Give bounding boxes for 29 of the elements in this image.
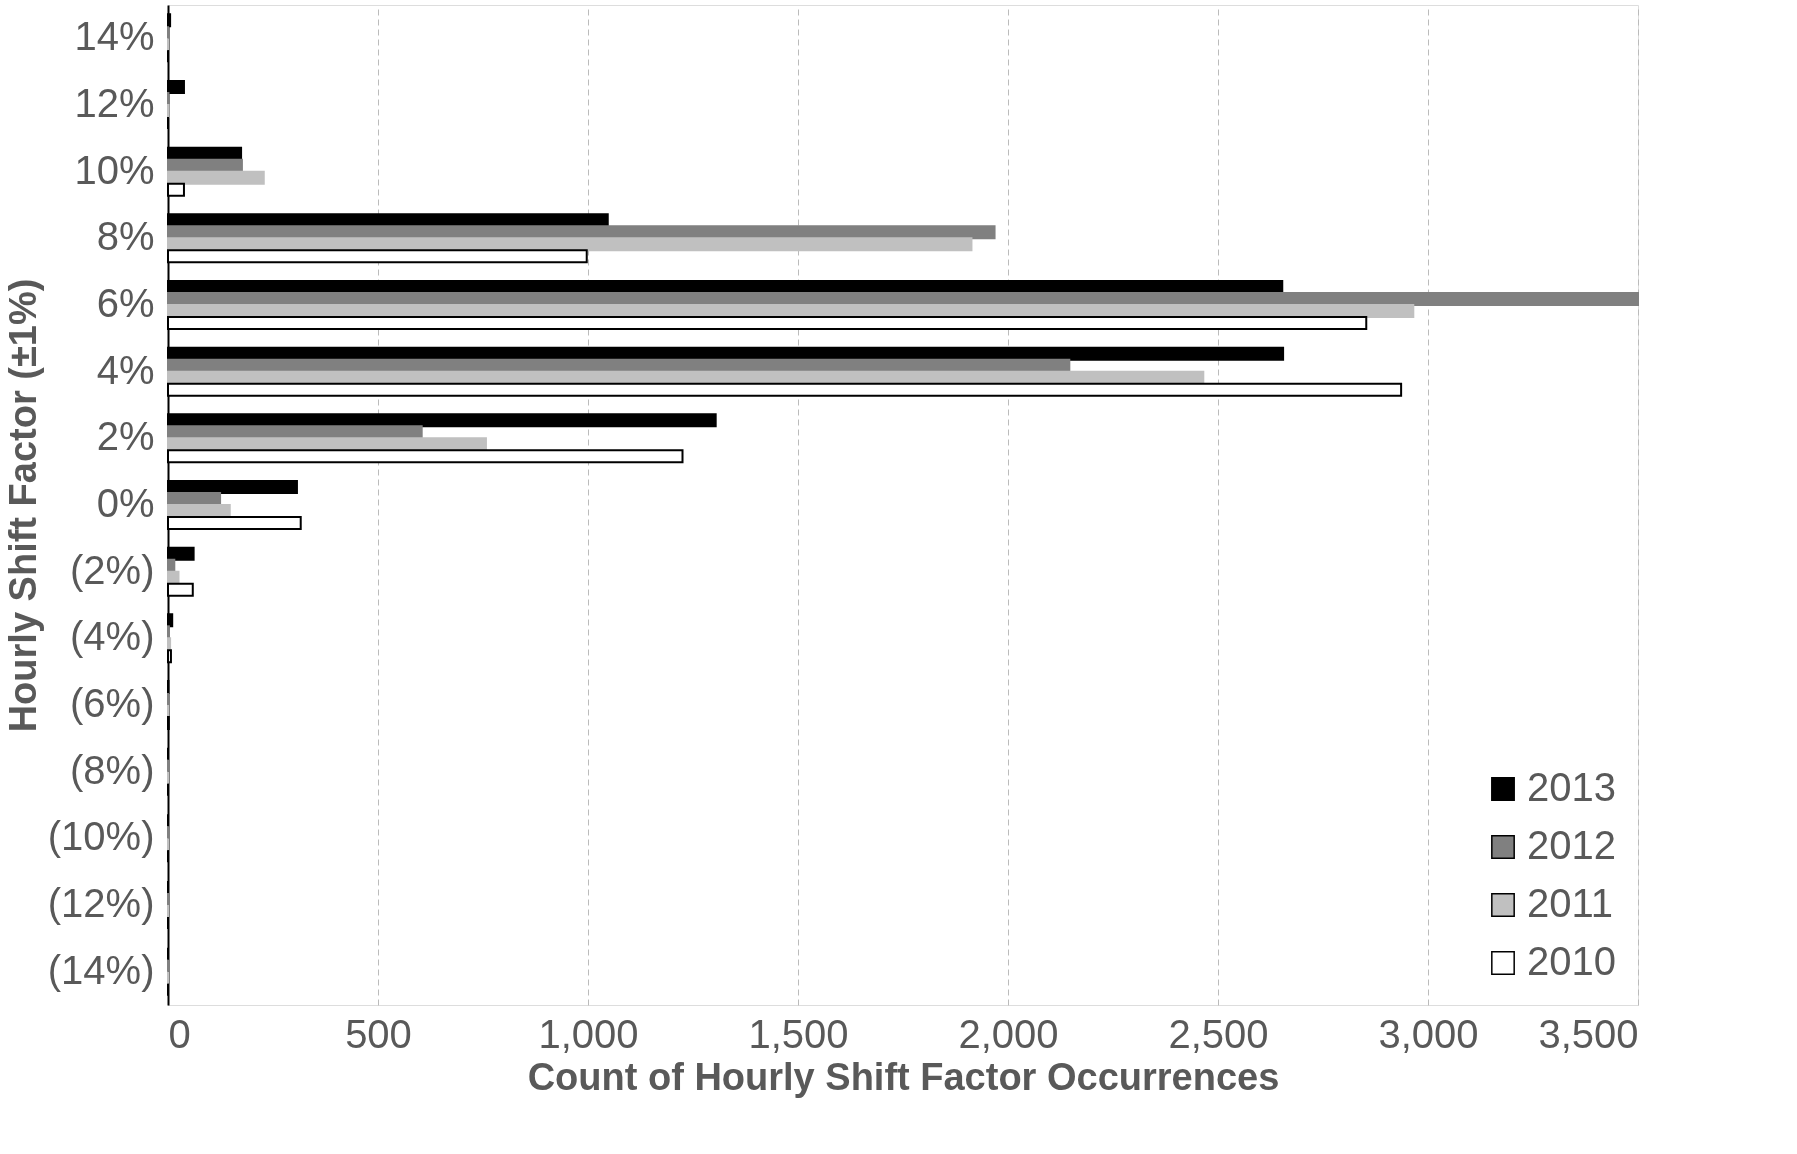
x-tick-label: 3,000: [1378, 1011, 1479, 1056]
y-tick-label: (8%): [70, 747, 155, 792]
x-tick-label: 1,500: [748, 1011, 849, 1056]
y-tick-label: 4%: [96, 347, 155, 392]
y-tick-label: 8%: [96, 214, 155, 259]
y-tick-label: (4%): [70, 614, 155, 659]
y-tick-label: (12%): [47, 881, 155, 925]
y-tick-label: 12%: [74, 81, 155, 125]
y-tick-label: 10%: [74, 147, 155, 192]
y-tick-label: (14%): [47, 947, 155, 992]
x-tick-label: 0: [168, 1011, 191, 1056]
x-tick-label: 2,500: [1168, 1011, 1269, 1056]
y-tick-label: (6%): [70, 681, 155, 725]
y-tick-label: (10%): [47, 814, 155, 859]
x-tick-label: 500: [345, 1011, 412, 1056]
y-tick-label: 14%: [74, 14, 155, 59]
x-axis-title: Count of Hourly Shift Factor Occurrences: [527, 1055, 1280, 1098]
y-axis-title: Hourly Shift Factor (±1%): [1, 278, 44, 733]
y-tick-label: (2%): [70, 547, 155, 592]
x-tick-label: 1,000: [538, 1011, 639, 1056]
legend-label: 2010: [1527, 939, 1616, 983]
y-tick-label: 6%: [96, 281, 155, 325]
legend-label: 2012: [1527, 823, 1616, 867]
x-tick-label: 2,000: [958, 1011, 1059, 1056]
legend-label: 2013: [1527, 765, 1616, 809]
y-tick-label: 2%: [96, 414, 155, 459]
x-tick-label: 3,500: [1538, 1011, 1639, 1056]
y-tick-label: 0%: [96, 481, 155, 525]
legend-label: 2011: [1527, 881, 1614, 925]
